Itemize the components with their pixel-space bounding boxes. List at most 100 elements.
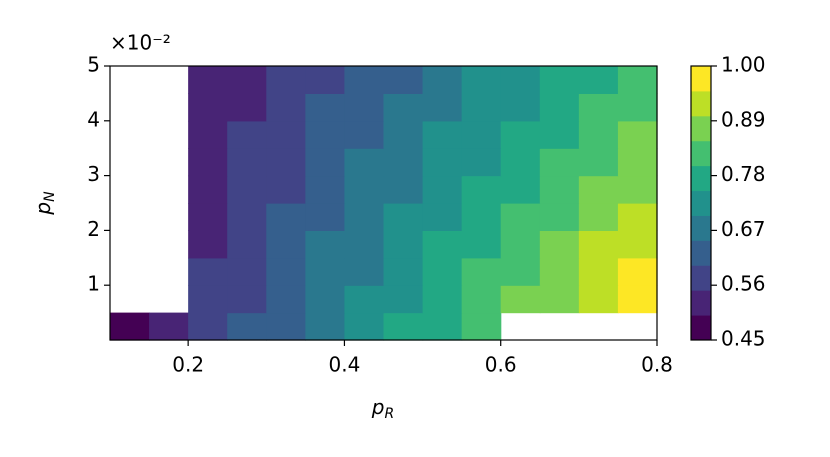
contour-cell (617, 203, 658, 231)
contour-cell (344, 66, 385, 94)
contour-cell (461, 120, 502, 149)
contour-cell (422, 312, 463, 341)
contour-cell (461, 66, 502, 94)
contour-cell (305, 230, 346, 259)
contour-cell (578, 285, 619, 314)
contour-cell (188, 312, 228, 341)
contour-cell (266, 257, 306, 286)
contour-cell (617, 230, 658, 259)
y-tick-label: 2 (87, 217, 100, 241)
contour-cell (305, 66, 346, 94)
colorbar-band (691, 90, 711, 117)
contour-cell (188, 203, 228, 231)
contour-cell (500, 230, 541, 259)
contour-cell (617, 93, 658, 122)
contour-cell (617, 148, 658, 177)
contour-cell (500, 148, 541, 177)
contour-cell (383, 257, 424, 286)
x-label-main: p (371, 395, 385, 419)
contour-cell (422, 257, 463, 286)
colorbar-tick-label: 0.45 (721, 327, 766, 351)
contour-cell (578, 93, 619, 122)
colorbar-tick-label: 0.89 (721, 107, 766, 131)
contour-cell (578, 175, 619, 204)
contour-cell (539, 257, 580, 286)
contour-cell (266, 230, 306, 259)
contour-cell (578, 257, 619, 286)
contour-cell (344, 148, 385, 177)
contour-cell (539, 203, 580, 231)
contour-cell (617, 285, 658, 314)
y-label-sub: N (42, 191, 58, 202)
contour-cell (305, 312, 346, 341)
contour-cell (266, 285, 306, 314)
contour-cell (383, 203, 424, 231)
contour-cell (539, 93, 580, 122)
colorbar-band (691, 240, 711, 266)
x-label-sub: R (384, 406, 394, 422)
contour-cell (227, 257, 267, 286)
contour-cell (461, 203, 502, 231)
contour-cell (500, 285, 541, 314)
contour-cell (500, 93, 541, 122)
contour-cell (266, 175, 306, 204)
contour-cell (188, 285, 228, 314)
contour-cell (422, 285, 463, 314)
contour-cell (422, 93, 463, 122)
contour-cell (344, 120, 385, 149)
contour-cell (578, 230, 619, 259)
contour-cell (188, 230, 228, 259)
contour-cell (500, 203, 541, 231)
contour-cell (383, 285, 424, 314)
contour-cell (383, 120, 424, 149)
colorbar-band (691, 265, 711, 291)
colorbar-band (691, 115, 711, 142)
x-tick-label: 0.2 (172, 353, 204, 377)
contour-cell (500, 66, 541, 94)
contour-cell (305, 257, 346, 286)
contour-cell (227, 120, 267, 149)
contour-cell (617, 120, 658, 149)
contour-cell (344, 312, 385, 341)
contour-cell (227, 66, 267, 94)
y-tick-label: 3 (87, 162, 100, 186)
contour-cell (383, 175, 424, 204)
contour-cell (461, 285, 502, 314)
contour-cell (461, 230, 502, 259)
y-tick-label: 4 (87, 107, 100, 131)
plot-frame (109, 65, 658, 341)
contour-cell (227, 230, 267, 259)
contour-cell (266, 66, 306, 94)
contour-cell (539, 120, 580, 149)
colorbar-band (691, 140, 711, 167)
contour-cell (266, 312, 306, 341)
contour-cell (305, 148, 346, 177)
contour-cell (539, 230, 580, 259)
contour-cell (383, 230, 424, 259)
contour-cell (422, 175, 463, 204)
contour-cell (149, 312, 189, 341)
y-axis-label: pN (31, 191, 59, 216)
contour-cell (500, 257, 541, 286)
contour-cell (344, 285, 385, 314)
contour-cell (539, 66, 580, 94)
contour-cell (227, 312, 267, 341)
contour-cell (227, 148, 267, 177)
contour-cell (461, 257, 502, 286)
contour-cell (500, 175, 541, 204)
x-tick-label: 0.8 (641, 353, 673, 377)
contour-cell (461, 148, 502, 177)
contour-cell (305, 93, 346, 122)
colorbar-tick-label: 1.00 (721, 53, 766, 77)
contour-cell (539, 175, 580, 204)
x-tick-label: 0.4 (329, 353, 361, 377)
contour-cell (227, 285, 267, 314)
contour-cell (305, 285, 346, 314)
colorbar-band (691, 165, 711, 192)
contour-cell (188, 257, 228, 286)
colorbar-band (691, 66, 711, 92)
contour-cell (227, 203, 267, 231)
colorbar-tick-label: 0.56 (721, 272, 766, 296)
contour-cell (578, 148, 619, 177)
